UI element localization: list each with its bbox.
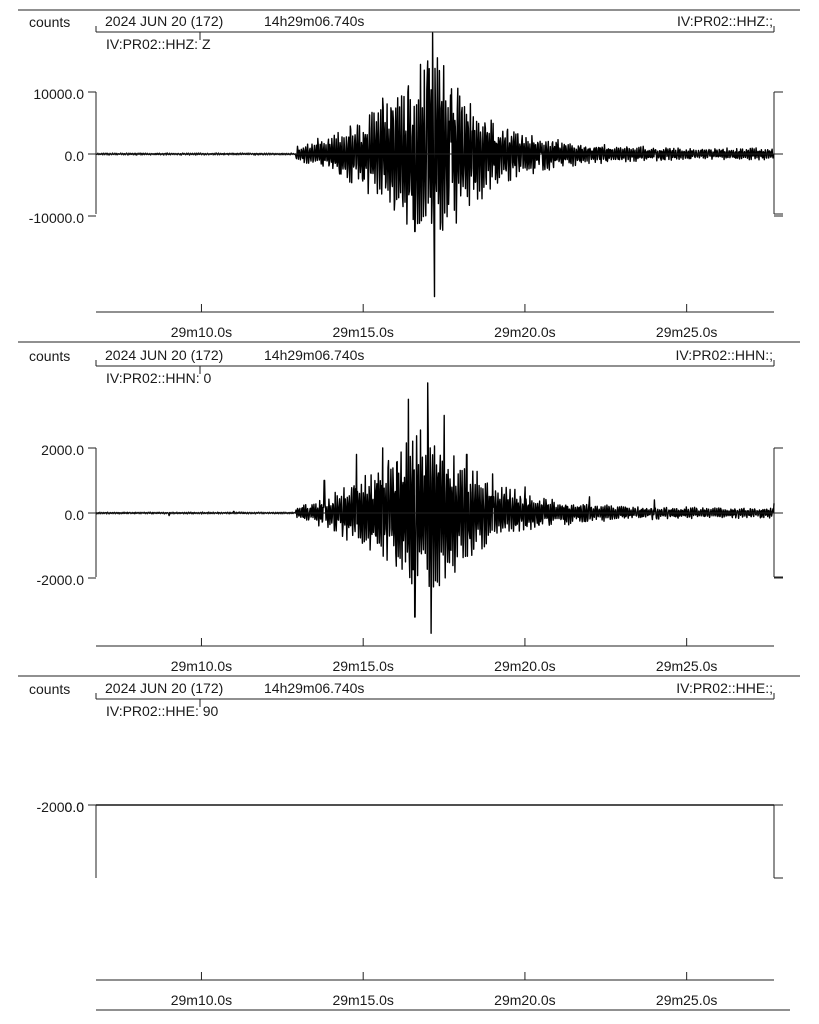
- y-tick-label: 0.0: [65, 507, 85, 523]
- x-tick-label: 29m10.0s: [171, 992, 232, 1008]
- header-date: 2024 JUN 20 (172): [105, 13, 223, 29]
- waveform-trace: [95, 382, 775, 634]
- station-label: IV:PR02::HHE:;: [676, 680, 773, 696]
- ylabel-counts: counts: [29, 14, 70, 30]
- x-tick-label: 29m25.0s: [656, 658, 717, 674]
- header-time: 14h29m06.740s: [264, 680, 364, 696]
- x-tick-label: 29m20.0s: [494, 992, 555, 1008]
- panel-2: counts 2024 JUN 20 (172) 14h29m06.740s IV:P…: [18, 341, 800, 677]
- x-tick-label: 29m10.0s: [171, 658, 232, 674]
- header-time: 14h29m06.740s: [264, 13, 364, 29]
- x-tick-label: 29m20.0s: [494, 658, 555, 674]
- x-tick-label: 29m25.0s: [656, 324, 717, 340]
- ylabel-counts: counts: [29, 348, 70, 364]
- waveform-trace: [95, 32, 775, 298]
- x-tick-label: 29m10.0s: [171, 324, 232, 340]
- y-tick-label: -2000.0: [37, 799, 85, 815]
- x-tick-label: 29m25.0s: [656, 992, 717, 1008]
- panel-3: counts 2024 JUN 20 (172) 14h29m06.740s IV:P…: [18, 675, 800, 1011]
- header-date: 2024 JUN 20 (172): [105, 347, 223, 363]
- y-tick-label: 0.0: [65, 148, 85, 164]
- x-tick-label: 29m15.0s: [332, 992, 393, 1008]
- x-tick-label: 29m15.0s: [332, 324, 393, 340]
- y-tick-label: 10000.0: [33, 86, 84, 102]
- channel-label: IV:PR02::HHE: 90: [106, 703, 219, 719]
- station-label: IV:PR02::HHN:;: [675, 347, 773, 363]
- header-date: 2024 JUN 20 (172): [105, 680, 223, 696]
- channel-label: IV:PR02::HHZ: Z: [106, 36, 211, 52]
- y-tick-label: -2000.0: [37, 572, 85, 588]
- panel-1: counts 2024 JUN 20 (172) 14h29m06.740s IV:P…: [18, 9, 800, 343]
- y-tick-label: 2000.0: [41, 442, 84, 458]
- ylabel-counts: counts: [29, 681, 70, 697]
- channel-label: IV:PR02::HHN: 0: [106, 370, 212, 386]
- x-tick-label: 29m20.0s: [494, 324, 555, 340]
- station-label: IV:PR02::HHZ:;: [677, 13, 773, 29]
- y-tick-label: -10000.0: [29, 210, 84, 226]
- x-tick-label: 29m15.0s: [332, 658, 393, 674]
- header-time: 14h29m06.740s: [264, 347, 364, 363]
- y-tick-label: 0.0: [65, 799, 85, 815]
